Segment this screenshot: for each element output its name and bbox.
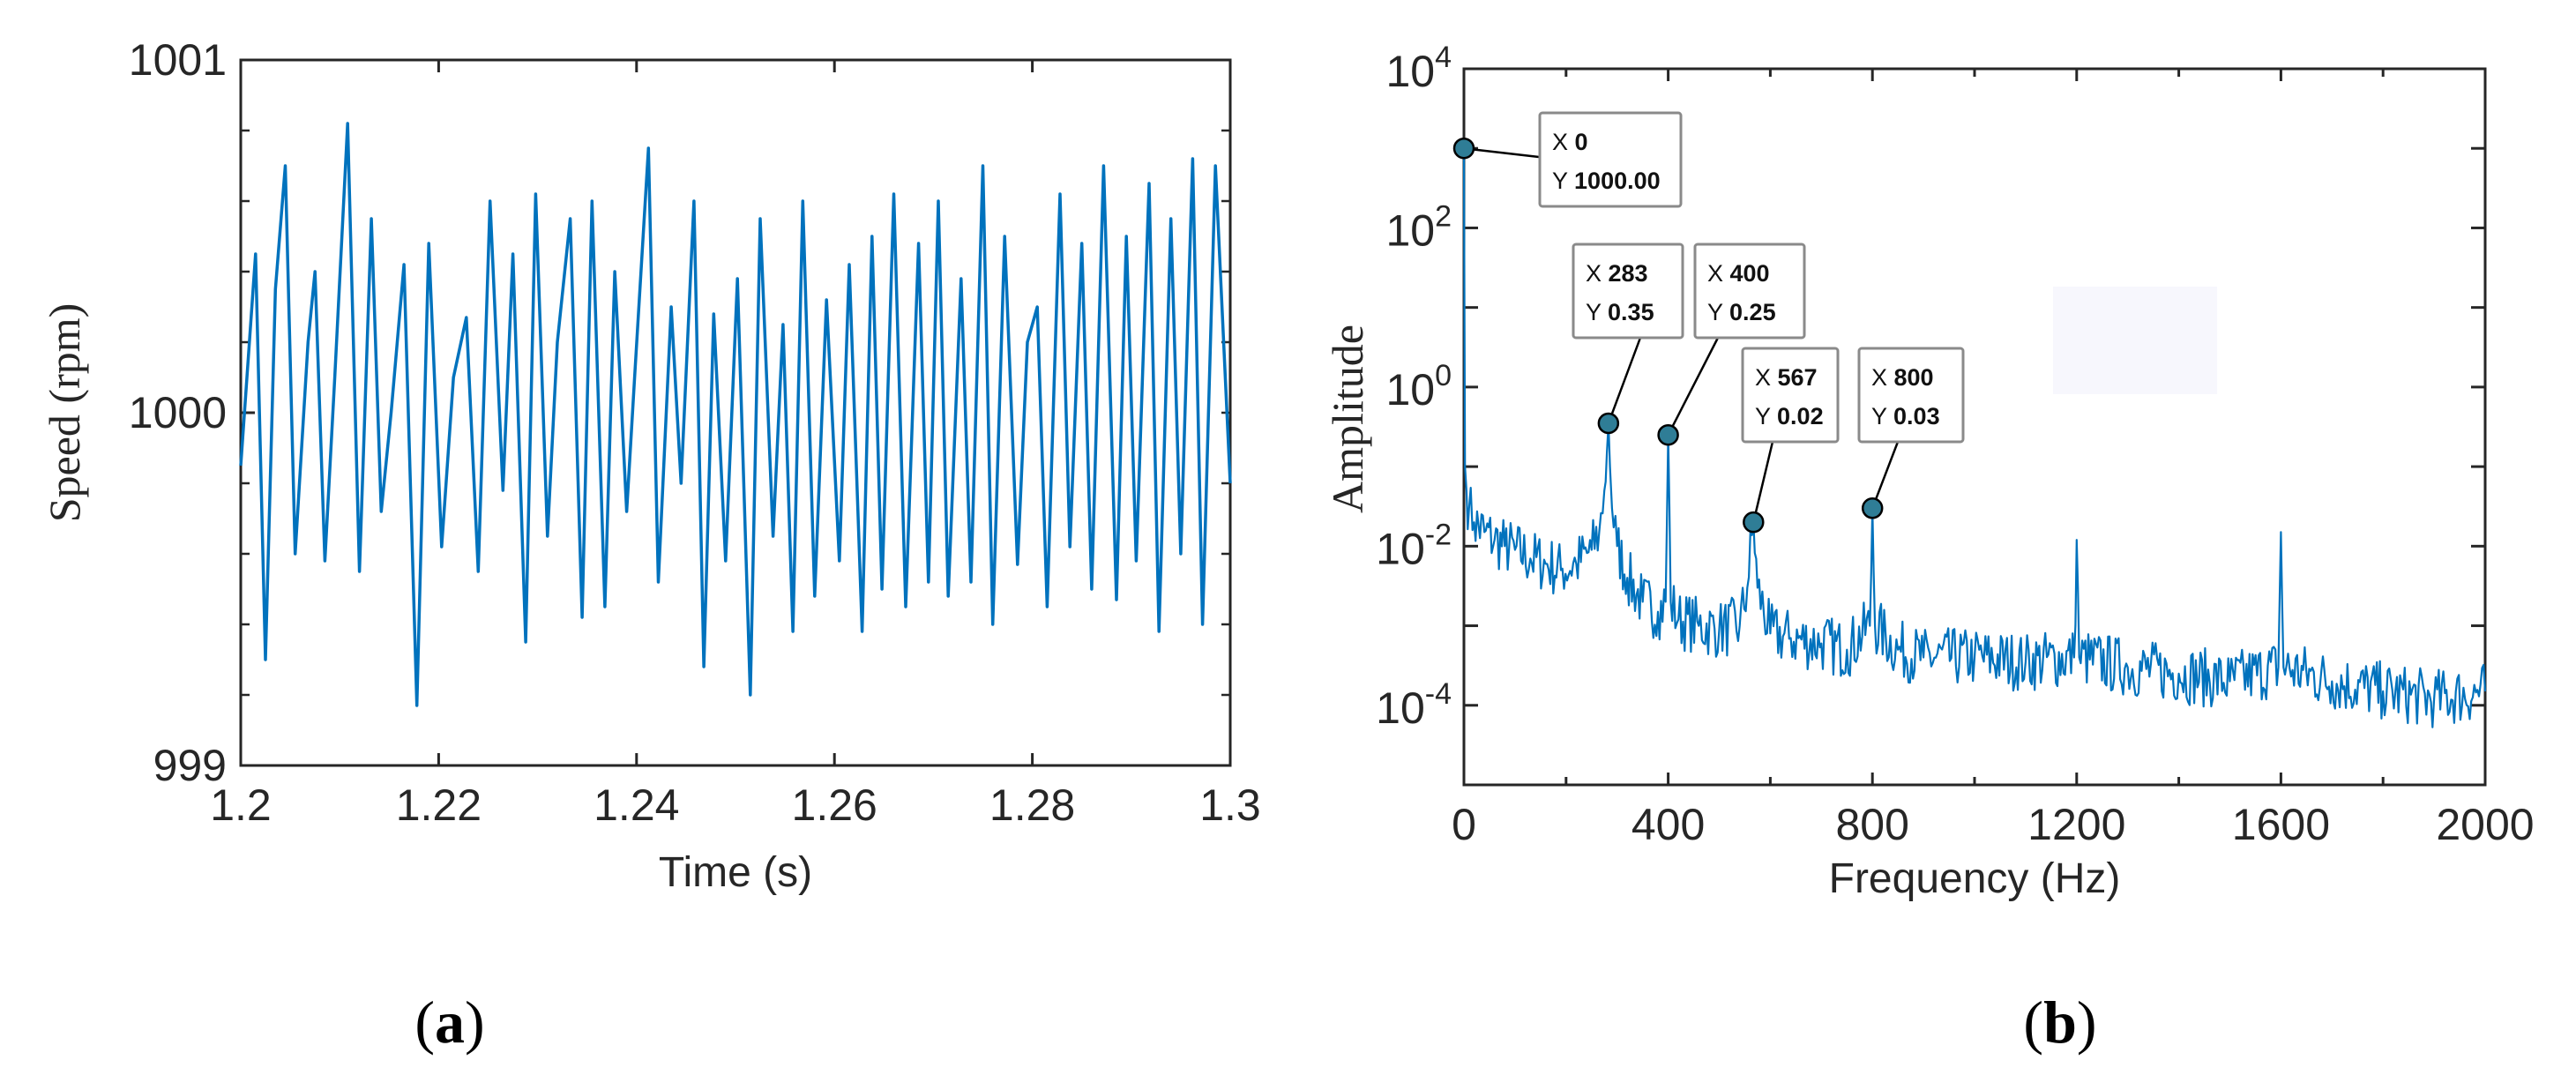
x-tick-label: 1.24 xyxy=(594,780,679,830)
datatip-x-text: X 283 xyxy=(1586,260,1648,287)
datatip-box xyxy=(1572,243,1684,340)
datatip-marker xyxy=(1452,137,1475,160)
panel-a-axes-box xyxy=(239,58,1232,767)
datatip-x-text: X 567 xyxy=(1755,364,1818,391)
datatip-marker xyxy=(1861,497,1884,519)
y-tick-label: 104 xyxy=(1385,41,1452,96)
datatip-y-text: Y 0.25 xyxy=(1707,299,1776,325)
x-tick-label: 1600 xyxy=(2232,800,2330,849)
datatip-400: X 400 Y 0.25 xyxy=(1657,243,1806,446)
datatip-y-text: Y 0.35 xyxy=(1586,299,1654,325)
datatip-leader-line xyxy=(1607,337,1642,424)
datatip-leader-line xyxy=(1752,441,1774,523)
x-tick-label: 1.3 xyxy=(1199,780,1261,830)
panel-b-y-ticks: 10-4 10-2 100 102 104 xyxy=(1376,41,2485,787)
datatip-0: X 0 Y 1000.00 xyxy=(1452,111,1683,208)
datatip-box xyxy=(1741,347,1840,444)
panel-b-label: (b) xyxy=(2023,989,2096,1056)
panel-a-x-ticks: 1.2 1.22 1.24 1.26 1.28 1.3 xyxy=(210,60,1261,830)
panel-a-label: (a) xyxy=(414,989,484,1056)
datatip-box xyxy=(1693,243,1806,340)
y-tick-label: 102 xyxy=(1385,199,1452,255)
x-tick-label: 1.26 xyxy=(792,780,877,830)
spectrum-line xyxy=(1462,148,2487,728)
datatip-800: X 800 Y 0.03 xyxy=(1857,347,1965,519)
x-tick-label: 400 xyxy=(1631,800,1705,849)
x-tick-label: 1.2 xyxy=(210,780,272,830)
x-tick-label: 2000 xyxy=(2436,800,2534,849)
datatip-leader-line xyxy=(1667,337,1720,436)
datatip-283: X 283 Y 0.35 xyxy=(1572,243,1684,435)
panel-a-y-ticks: 999 1000 1001 xyxy=(129,35,1230,790)
datatip-box xyxy=(1857,347,1965,444)
y-tick-label: 100 xyxy=(1385,359,1452,414)
y-tick-label: 10-4 xyxy=(1376,677,1452,733)
datatip-x-text: X 400 xyxy=(1707,260,1770,287)
speed-line xyxy=(239,122,1232,707)
panel-b-faint-patch xyxy=(2053,287,2217,394)
y-tick-label: 1001 xyxy=(129,35,227,85)
datatip-leader-line xyxy=(1871,441,1900,509)
y-tick-label: 999 xyxy=(153,741,227,790)
panel-b-spectrum-plot: 0 400 800 1200 1600 2000 10-4 10-2 100 102 104 X … xyxy=(1323,41,2535,1056)
panel-b-y-axis-label: Amplitude xyxy=(1323,325,1372,513)
datatip-box xyxy=(1538,111,1683,208)
x-tick-label: 1.22 xyxy=(396,780,482,830)
panel-a-x-axis-label: Time (s) xyxy=(659,849,812,896)
datatip-marker xyxy=(1743,511,1765,534)
panel-a-y-axis-label: Speed (rpm) xyxy=(40,303,89,523)
datatip-y-text: Y 1000.00 xyxy=(1552,168,1661,194)
datatip-y-text: Y 0.03 xyxy=(1871,403,1940,429)
y-tick-label: 1000 xyxy=(129,388,227,437)
x-tick-label: 1.28 xyxy=(989,780,1075,830)
datatip-567: X 567 Y 0.02 xyxy=(1741,347,1840,534)
panel-b-datatips: X 0 Y 1000.00 X 283 Y 0.35 X 400 Y 0.25 X 567 Y… xyxy=(1452,111,1965,534)
datatip-x-text: X 800 xyxy=(1871,364,1934,391)
panel-a-series xyxy=(239,122,1232,707)
y-tick-label: 10-2 xyxy=(1376,518,1452,573)
datatip-marker xyxy=(1597,412,1620,435)
datatip-x-text: X 0 xyxy=(1552,129,1588,155)
panel-b-series xyxy=(1462,148,2487,728)
panel-b-x-ticks: 0 400 800 1200 1600 2000 xyxy=(1452,69,2535,849)
datatip-marker xyxy=(1657,423,1679,446)
datatip-y-text: Y 0.02 xyxy=(1755,403,1824,429)
x-tick-label: 0 xyxy=(1452,800,1476,849)
panel-a-speed-plot: 1.2 1.22 1.24 1.26 1.28 1.3 999 1000 1001 Time … xyxy=(40,35,1261,1056)
panel-b-x-axis-label: Frequency (Hz) xyxy=(1829,855,2121,902)
datatip-leader-line xyxy=(1463,146,1540,159)
x-tick-label: 800 xyxy=(1835,800,1908,849)
x-tick-label: 1200 xyxy=(2027,800,2125,849)
